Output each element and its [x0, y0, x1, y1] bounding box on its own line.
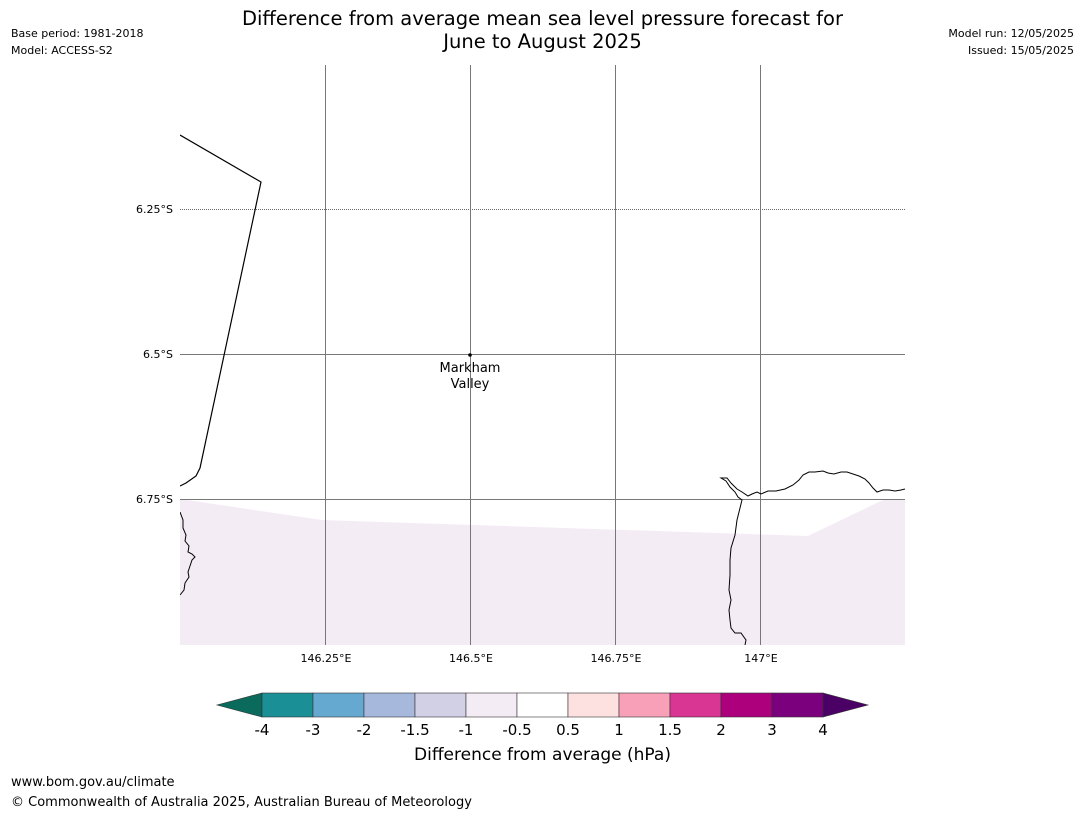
- coastline-west: [180, 511, 196, 596]
- lon-label-146-5: 146.5°E: [449, 652, 493, 665]
- colorbar-tick-label: 4: [818, 721, 828, 739]
- model-text: Model: ACCESS-S2: [11, 44, 113, 57]
- chart-title: Difference from average mean sea level p…: [0, 7, 1085, 53]
- colorbar-tick-label: -4: [254, 721, 270, 739]
- lat-label-6-5: 6.5°S: [143, 348, 173, 361]
- colorbar-tick-label: -1.5: [400, 721, 430, 739]
- colorbar-swatch: [618, 692, 671, 718]
- lon-label-146-75: 146.75°E: [591, 652, 642, 665]
- title-line-1: Difference from average mean sea level p…: [242, 7, 843, 30]
- colorbar-tick-label: 0.5: [556, 721, 580, 739]
- footer-copyright: © Commonwealth of Australia 2025, Austra…: [11, 795, 472, 810]
- colorbar-high-extend: [822, 692, 870, 718]
- meta-left: Base period: 1981-2018 Model: ACCESS-S2: [11, 25, 143, 59]
- colorbar-title: Difference from average (hPa): [414, 745, 671, 765]
- colorbar-swatch: [720, 692, 773, 718]
- lon-label-146-25: 146.25°E: [301, 652, 352, 665]
- colorbar-swatch: [312, 692, 365, 718]
- model-run-text: Model run: 12/05/2025: [948, 27, 1074, 40]
- colorbar-swatch: [771, 692, 824, 718]
- colorbar-tick-label: -2: [356, 721, 372, 739]
- meta-right: Model run: 12/05/2025 Issued: 15/05/2025: [948, 25, 1074, 59]
- colorbar-tick-label: 2: [716, 721, 726, 739]
- base-period-text: Base period: 1981-2018: [11, 27, 144, 40]
- colorbar-tick-label: -3: [305, 721, 321, 739]
- colorbar-tick-label: 3: [767, 721, 777, 739]
- title-line-2: June to August 2025: [443, 30, 642, 53]
- colorbar-swatch: [261, 692, 314, 718]
- colorbar: [215, 692, 870, 718]
- forecast-shading-region: [180, 499, 905, 645]
- lat-label-6-25: 6.25°S: [136, 203, 173, 216]
- colorbar-tick-label: -0.5: [502, 721, 532, 739]
- location-marker: [468, 353, 472, 357]
- lat-label-6-75: 6.75°S: [136, 493, 173, 506]
- boundary-line: [180, 134, 262, 487]
- place-label-line-1: Markham: [440, 361, 501, 376]
- colorbar-tick-label: 1.5: [658, 721, 682, 739]
- colorbar-swatch: [465, 692, 518, 718]
- colorbar-swatch: [516, 692, 569, 718]
- colorbar-tick-label: 1: [614, 721, 624, 739]
- colorbar-tick-label: -1: [458, 721, 474, 739]
- colorbar-low-extend: [215, 692, 263, 718]
- lon-label-147: 147°E: [744, 652, 777, 665]
- place-label-line-2: Valley: [451, 377, 490, 392]
- footer-url: www.bom.gov.au/climate: [11, 775, 175, 790]
- issued-text: Issued: 15/05/2025: [967, 44, 1074, 57]
- colorbar-swatch: [414, 692, 467, 718]
- colorbar-swatch: [567, 692, 620, 718]
- coastline-east: [719, 470, 905, 645]
- colorbar-swatch: [363, 692, 416, 718]
- colorbar-swatch: [669, 692, 722, 718]
